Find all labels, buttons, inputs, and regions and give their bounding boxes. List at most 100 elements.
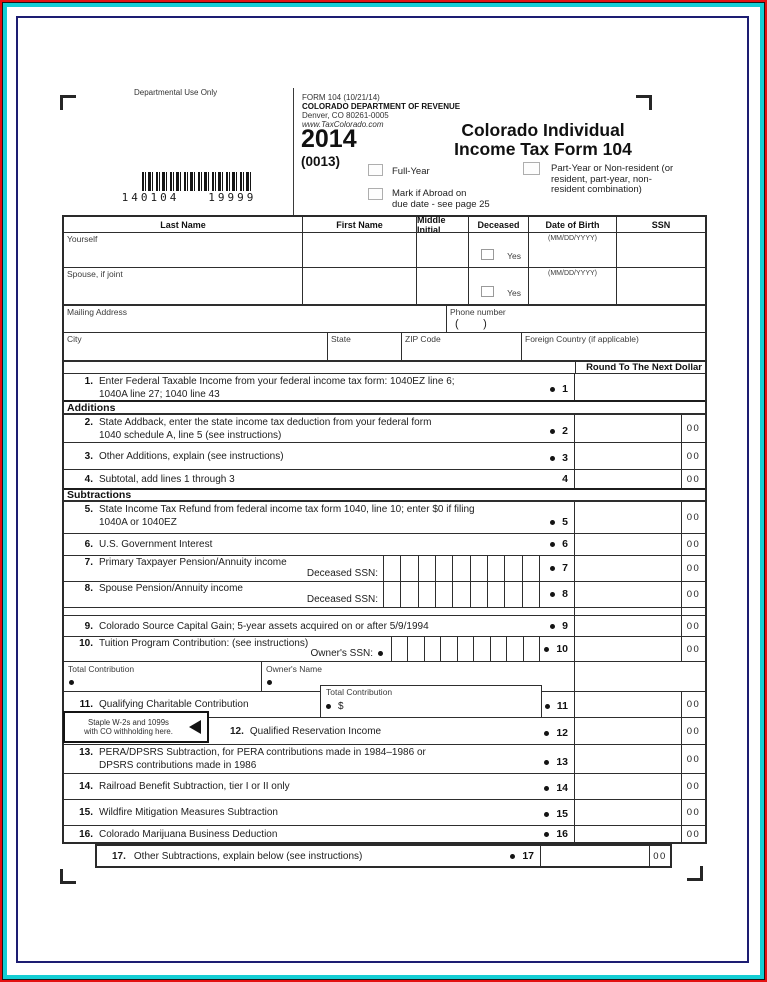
bullet-dot [544,646,550,652]
line-13-cents: 00 [681,745,705,773]
yourself-row: Yourself Yes (MM/DD/YYYY) [64,232,705,267]
state-field[interactable]: State [327,333,401,360]
form-title-line2: Income Tax Form 104 [454,139,632,159]
line-8-amount-field[interactable] [574,582,681,607]
full-year-checkbox[interactable] [368,164,383,176]
line-9-cents: 00 [681,616,705,636]
line-11-amount-field[interactable] [574,692,681,717]
yourself-last-name-field[interactable]: Yourself [64,233,302,267]
bullet-dot [267,680,272,685]
line-5-row: 5. State Income Tax Refund from federal … [64,500,705,533]
line-2-description: 2. State Addback, enter the state income… [84,417,568,441]
line-14-amount-field[interactable] [574,774,681,799]
line-1-description: 1. Enter Federal Taxable Income from you… [84,376,568,400]
line-13-amount-field[interactable] [574,745,681,773]
full-year-label: Full-Year [392,166,430,177]
mailing-address-field[interactable]: Mailing Address [64,306,446,332]
line-3-amount-field[interactable] [574,443,681,469]
bullet-dot [550,519,556,525]
line-11-description: 11. Qualifying Charitable Contribution To… [64,685,574,717]
dollar-sign: $ [338,701,344,712]
spouse-first-name-field[interactable] [302,268,416,304]
line-3-cents: 00 [681,443,705,469]
line-1-row: 1. Enter Federal Taxable Income from you… [64,373,705,400]
total-contribution-field[interactable]: Total Contribution [64,662,262,691]
abroad-label: Mark if Abroad on due date - see page 25 [392,188,490,210]
yourself-first-name-field[interactable] [302,233,416,267]
line-7-ref: 7 [550,562,568,574]
line-16-row: 16. Colorado Marijuana Business Deduction… [64,825,705,842]
spouse-ssn-field[interactable] [616,268,705,304]
zip-code-field[interactable]: ZIP Code [401,333,521,360]
bullet-dot [550,565,556,571]
spouse-dob-field[interactable]: (MM/DD/YYYY) [528,268,616,304]
mailing-address-label: Mailing Address [67,307,128,317]
abroad-checkbox[interactable] [368,188,383,200]
bullet-dot [550,623,556,629]
owners-name-field[interactable]: Owner's Name [262,662,574,691]
line-7-amount-field[interactable] [574,556,681,581]
line-7-deceased-ssn-boxes[interactable] [383,555,540,582]
line-8-deceased-ssn-boxes[interactable] [383,581,540,608]
barcode [142,172,252,191]
line-6-row: 6. U.S. Government Interest 6 00 [64,533,705,555]
bullet-dot [550,455,556,461]
line-9-amount-field[interactable] [574,616,681,636]
form-page: Departmental Use Only FORM 104 (10/21/14… [16,16,749,963]
bullet-dot [544,703,550,709]
line-17-cents: 00 [649,846,670,866]
line-3-row: 3. Other Additions, explain (see instruct… [64,442,705,469]
line-17-description: 17. Other Subtractions, explain below (se… [112,850,534,862]
total-contribution-label: Total Contribution [68,664,135,674]
spouse-row: Spouse, if joint Yes (MM/DD/YYYY) [64,267,705,304]
spouse-last-name-field[interactable]: Spouse, if joint [64,268,302,304]
line-13-description: 13. PERA/DPSRS Subtraction, for PERA con… [79,747,568,771]
form-title-line1: Colorado Individual [461,120,625,140]
line-11-total-contribution-field[interactable]: Total Contribution $ [320,685,542,717]
foreign-country-field[interactable]: Foreign Country (if applicable) [521,333,705,360]
yourself-dob-field[interactable]: (MM/DD/YYYY) [528,233,616,267]
dob-format-hint: (MM/DD/YYYY) [548,235,597,242]
line-10-ref: 10 [544,643,568,655]
line-8-cents: 00 [681,582,705,607]
spouse-deceased-checkbox[interactable] [481,286,494,297]
corner-mark-bottom-right [687,866,703,881]
line-7-description: 7. Primary Taxpayer Pension/Annuity inco… [64,555,574,582]
phone-number-field[interactable]: Phone number ( ) [446,306,705,332]
col-header-ssn: SSN [616,217,705,232]
yourself-deceased-checkbox[interactable] [481,249,494,260]
bullet-dot [544,811,550,817]
line-10-owners-ssn-boxes[interactable] [391,636,540,662]
spouse-middle-initial-field[interactable] [416,268,468,304]
line-5-cents: 00 [681,502,705,533]
city-field[interactable]: City [64,333,327,360]
line-12-amount-field[interactable] [574,718,681,744]
line-6-amount-field[interactable] [574,534,681,555]
line-15-amount-field[interactable] [574,800,681,825]
line-1-amount-field[interactable] [574,374,705,400]
line-2-amount-field[interactable] [574,415,681,442]
line-16-description: 16. Colorado Marijuana Business Deduction… [79,828,568,840]
line-16-amount-field[interactable] [574,826,681,842]
line-17-amount-field[interactable] [540,846,649,866]
round-note-row: Round To The Next Dollar [64,360,705,373]
yourself-ssn-field[interactable] [616,233,705,267]
round-note: Round To The Next Dollar [575,362,705,373]
line-15-row: 15. Wildfire Mitigation Measures Subtract… [64,799,705,825]
main-form-table: Last Name First Name Middle Initial Dece… [62,215,707,844]
department-name: COLORADO DEPARTMENT OF REVENUE [302,102,461,111]
yourself-middle-initial-field[interactable] [416,233,468,267]
part-year-checkbox[interactable] [523,162,540,175]
line-5-amount-field[interactable] [574,502,681,533]
line-13-ref: 13 [544,756,568,768]
form-number: FORM 104 (10/21/14) [302,93,380,102]
city-state-zip-row: City State ZIP Code Foreign Country (if … [64,332,705,360]
contribution-row-right-cell [574,662,705,691]
line-4-amount-field[interactable] [574,470,681,488]
line-10-amount-field[interactable] [574,637,681,661]
line-16-ref: 16 [544,828,568,840]
col-header-deceased: Deceased [468,217,528,232]
line-10-cents: 00 [681,637,705,661]
bullet-dot [510,853,516,859]
yourself-deceased-yes-label: Yes [507,251,521,261]
